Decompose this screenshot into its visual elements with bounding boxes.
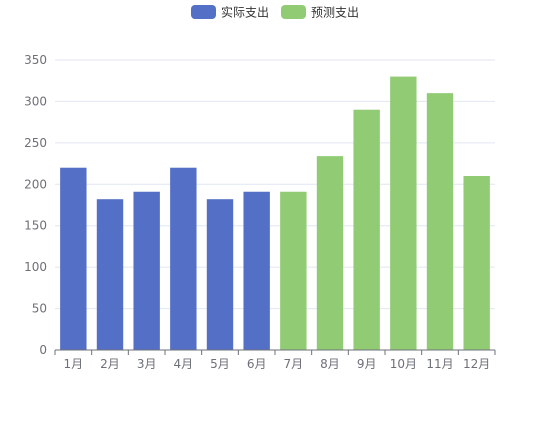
gridlines bbox=[55, 59, 495, 310]
bar-actual[interactable] bbox=[60, 167, 87, 350]
bar-actual[interactable] bbox=[133, 191, 160, 350]
y-tick-label: 300 bbox=[24, 94, 47, 108]
legend-item-forecast[interactable]: 预测支出 bbox=[281, 5, 359, 20]
legend: 实际支出 预测支出 bbox=[191, 5, 359, 20]
bar-forecast[interactable] bbox=[463, 176, 490, 350]
bar-forecast[interactable] bbox=[280, 191, 307, 350]
bar-forecast[interactable] bbox=[426, 93, 454, 351]
legend-swatch bbox=[191, 5, 216, 19]
y-tick-label: 0 bbox=[39, 343, 47, 357]
y-tick-label: 200 bbox=[24, 177, 47, 191]
x-tick-label: 3月 bbox=[137, 357, 157, 371]
legend-label: 预测支出 bbox=[311, 6, 359, 20]
x-tick-label: 11月 bbox=[426, 357, 453, 371]
bars bbox=[60, 76, 490, 351]
bar-forecast[interactable] bbox=[353, 109, 380, 350]
bar-actual[interactable] bbox=[96, 199, 124, 350]
bar-actual[interactable] bbox=[206, 199, 234, 350]
bar-forecast[interactable] bbox=[390, 76, 417, 351]
bar-actual[interactable] bbox=[170, 167, 197, 350]
legend-swatch bbox=[281, 5, 306, 19]
y-tick-label: 100 bbox=[24, 260, 47, 274]
x-tick-label: 5月 bbox=[210, 357, 230, 371]
x-tick-label: 10月 bbox=[390, 357, 417, 371]
axes: 0 50 100 150 200 250 300 350 1月 2月 3月 4月 5月 6月 7月 8月 9月 1… bbox=[24, 53, 496, 371]
x-tick-label: 9月 bbox=[357, 357, 377, 371]
legend-item-actual[interactable]: 实际支出 bbox=[191, 5, 269, 20]
x-tick-label: 1月 bbox=[64, 357, 84, 371]
y-tick-label: 50 bbox=[32, 302, 47, 316]
x-tick-label: 7月 bbox=[284, 357, 304, 371]
bar-forecast[interactable] bbox=[316, 156, 344, 350]
legend-label: 实际支出 bbox=[221, 5, 269, 20]
x-tick-label: 4月 bbox=[174, 357, 194, 371]
y-tick-label: 350 bbox=[24, 53, 47, 67]
y-tick-label: 250 bbox=[24, 136, 47, 150]
x-tick-label: 8月 bbox=[320, 357, 340, 371]
x-tick-label: 6月 bbox=[247, 357, 267, 371]
bar-actual[interactable] bbox=[243, 191, 270, 350]
x-tick-label: 2月 bbox=[100, 357, 120, 371]
y-tick-label: 150 bbox=[24, 219, 47, 233]
x-tick-label: 12月 bbox=[463, 357, 490, 371]
